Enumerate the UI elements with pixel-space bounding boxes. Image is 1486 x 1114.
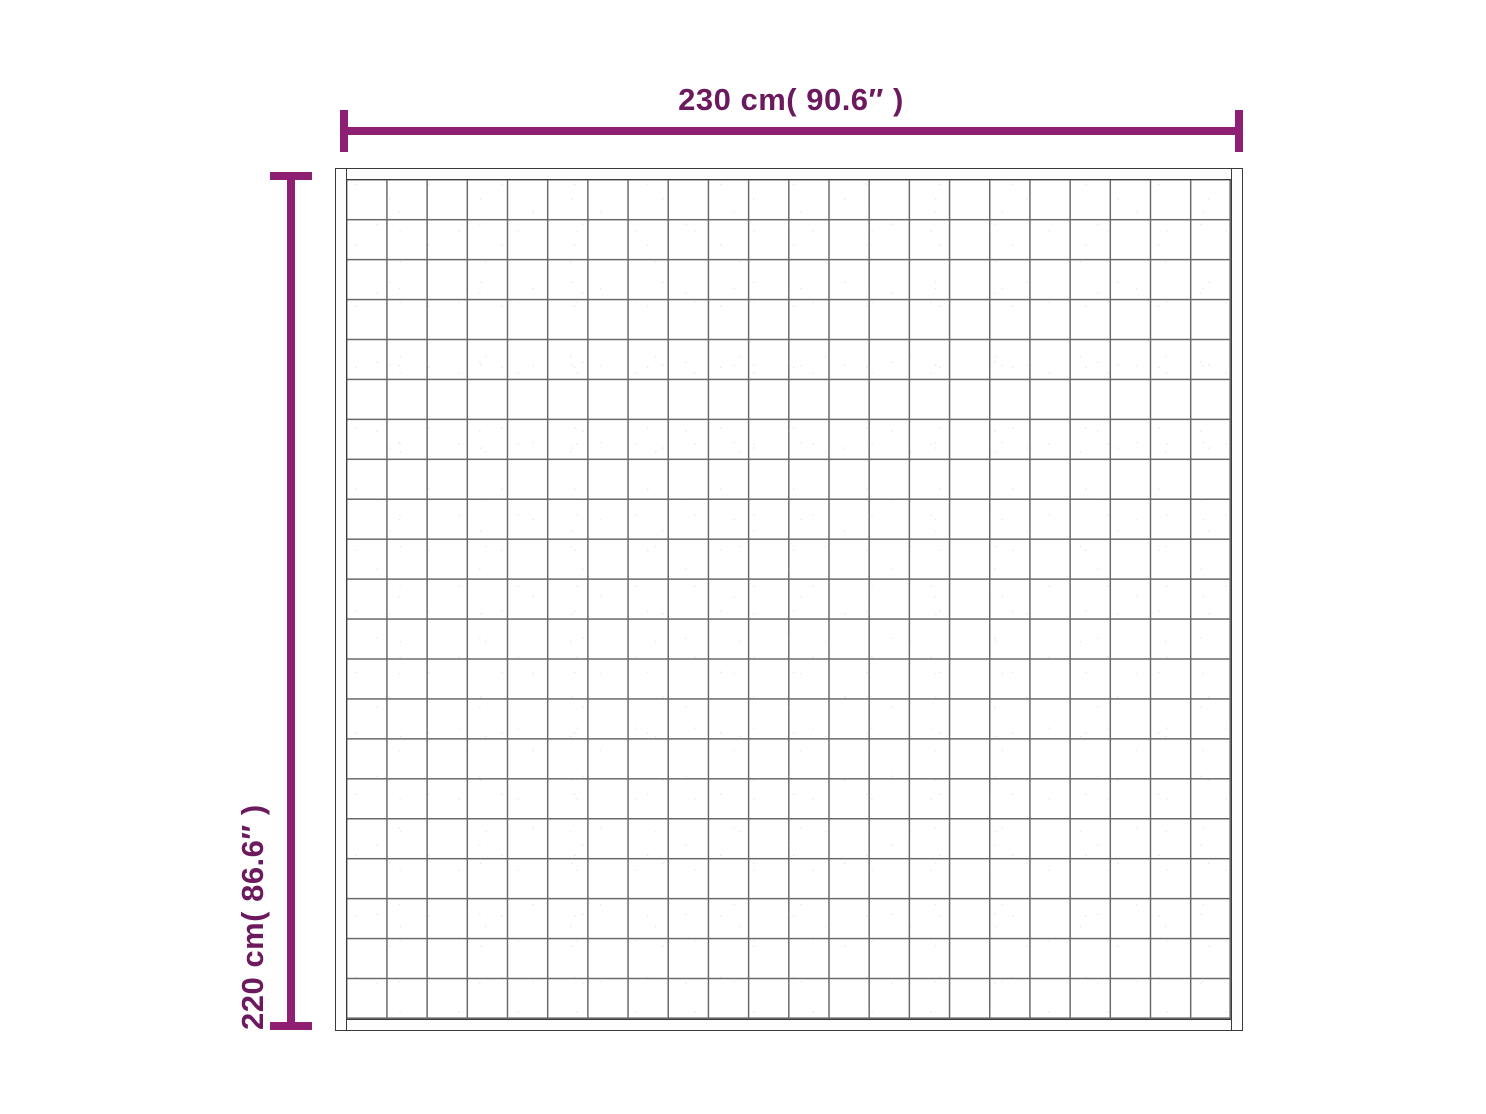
height-dimension-line [287,172,295,1030]
height-dimension-label: 220 cm( 86.6″ ) [235,804,270,1030]
width-dimension-left-cap-icon [340,110,348,152]
blanket-left-binding-edge [335,168,347,1031]
blanket-bottom-binding-edge [335,1019,1243,1031]
height-dimension-top-cap-icon [270,172,312,180]
width-dimension-right-cap-icon [1235,110,1243,152]
width-dimension-label: 230 cm( 90.6″ ) [678,82,904,117]
blanket-illustration [335,168,1243,1031]
blanket-top-binding-edge [335,168,1243,180]
quilted-grid-pattern [347,180,1231,1019]
blanket-right-binding-edge [1231,168,1243,1031]
height-dimension-bottom-cap-icon [270,1022,312,1030]
width-dimension-line [340,127,1243,135]
